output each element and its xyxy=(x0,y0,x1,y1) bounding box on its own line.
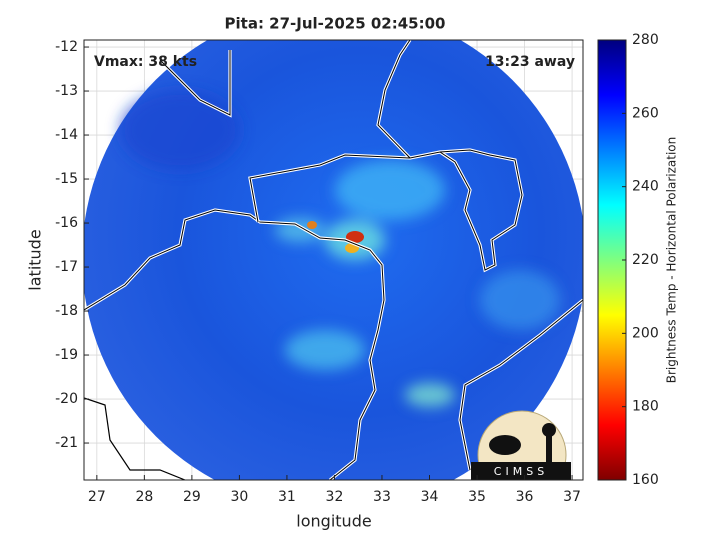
colorbar-tick-label: 240 xyxy=(632,179,659,195)
y-tick-label: -18 xyxy=(55,303,78,319)
colorbar-tick-label: 180 xyxy=(632,399,659,415)
x-tick-label: 29 xyxy=(183,489,201,505)
x-tick-label: 30 xyxy=(230,489,248,505)
x-tick-label: 27 xyxy=(88,489,106,505)
cimss-logo: CIMSS xyxy=(471,410,571,480)
y-tick-label: -12 xyxy=(55,39,78,55)
warm-spot xyxy=(307,221,317,229)
colorbar-tick-label: 220 xyxy=(632,252,659,268)
y-tick-label: -21 xyxy=(55,435,78,451)
colorbar-tick-label: 200 xyxy=(632,325,659,341)
x-tick-label: 36 xyxy=(516,489,534,505)
x-tick-label: 35 xyxy=(468,489,486,505)
colorbar xyxy=(597,39,627,481)
y-axis-label: latitude xyxy=(26,229,45,290)
y-tick-label: -14 xyxy=(55,127,78,143)
y-tick-label: -20 xyxy=(55,391,78,407)
axes: 27 28 29 30 31 32 33 34 35 36 37 -12 -13 -14 -15 -16 -17… xyxy=(55,32,659,505)
x-axis-label: longitude xyxy=(296,512,371,531)
annotation: 13:23 away xyxy=(485,54,575,70)
colorbar-tick-label: 260 xyxy=(632,105,659,121)
satellite-swath xyxy=(84,40,583,480)
x-tick-label: 32 xyxy=(326,489,344,505)
x-tick-label: 34 xyxy=(421,489,439,505)
colorbar-label: Brightness Temp - Horizontal Polarizatio… xyxy=(665,137,679,384)
x-tick-label: 37 xyxy=(563,489,581,505)
y-tick-label: -15 xyxy=(55,171,78,187)
colorbar-tick-label: 160 xyxy=(632,472,659,488)
plot-frame xyxy=(83,39,584,481)
y-tick-label: -16 xyxy=(55,215,78,231)
hot-spot xyxy=(346,231,364,243)
y-tick-label: -19 xyxy=(55,347,78,363)
title: Pita: 27-Jul-2025 02:45:00 xyxy=(225,15,446,33)
colorbar-tick-label: 280 xyxy=(632,32,659,48)
logo-text: CIMSS xyxy=(494,465,548,478)
x-tick-label: 31 xyxy=(278,489,296,505)
x-tick-label: 33 xyxy=(373,489,391,505)
y-tick-label: -13 xyxy=(55,83,78,99)
x-tick-label: 28 xyxy=(135,489,153,505)
y-tick-label: -17 xyxy=(55,259,78,275)
annotation: Vmax: 38 kts xyxy=(94,54,197,70)
